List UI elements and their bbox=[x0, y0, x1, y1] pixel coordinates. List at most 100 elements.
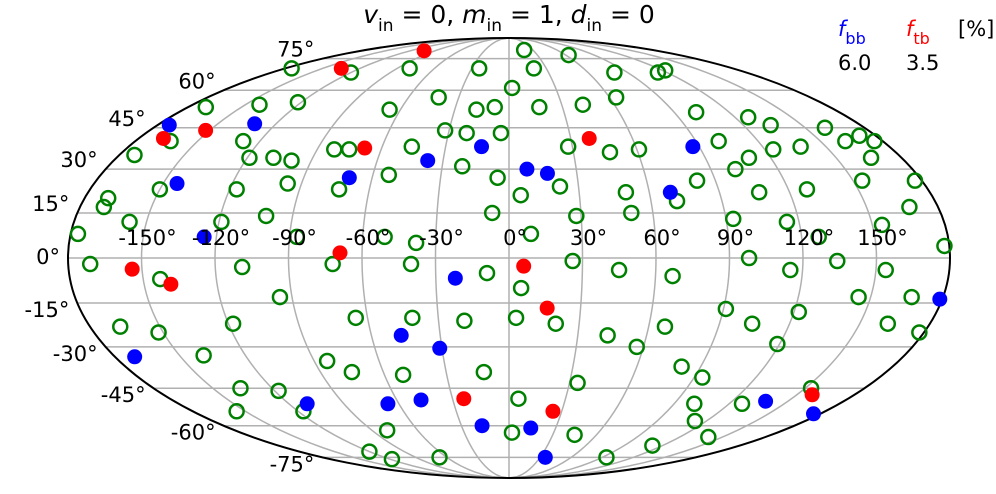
grid-line bbox=[287, 37, 510, 479]
data-point bbox=[700, 428, 717, 446]
y-tick-label: 15° bbox=[32, 192, 69, 216]
legend-name: f bbox=[906, 17, 917, 41]
data-point bbox=[810, 228, 827, 246]
data-point bbox=[566, 426, 583, 444]
data-point bbox=[456, 391, 472, 407]
data-point bbox=[474, 418, 490, 434]
data-point bbox=[161, 117, 177, 133]
grid-line bbox=[508, 37, 878, 479]
data-point bbox=[547, 315, 565, 332]
data-point bbox=[197, 98, 215, 116]
data-point bbox=[662, 184, 678, 200]
data-point bbox=[99, 189, 117, 207]
data-point bbox=[644, 437, 661, 454]
x-tick-label: -30° bbox=[419, 226, 464, 250]
data-point bbox=[232, 379, 249, 397]
data-point bbox=[519, 161, 535, 177]
data-point bbox=[523, 420, 539, 436]
grid-line bbox=[214, 37, 510, 479]
data-point bbox=[289, 93, 307, 111]
data-point bbox=[664, 267, 681, 285]
title-subscript: in bbox=[587, 16, 603, 36]
data-point bbox=[458, 124, 475, 142]
data-point bbox=[196, 229, 212, 245]
x-tick-label: -90° bbox=[272, 226, 317, 250]
data-point bbox=[333, 60, 349, 76]
data-point bbox=[539, 300, 555, 316]
data-point bbox=[279, 175, 296, 192]
data-point bbox=[829, 252, 846, 270]
y-tick-label: -30° bbox=[53, 342, 98, 366]
data-point bbox=[877, 261, 894, 279]
data-point bbox=[539, 165, 555, 181]
x-tick-label: 120° bbox=[784, 226, 835, 250]
data-point bbox=[606, 64, 623, 81]
data-point bbox=[792, 138, 809, 155]
data-point bbox=[486, 98, 503, 116]
data-point bbox=[81, 255, 99, 273]
data-point bbox=[936, 237, 953, 255]
data-point bbox=[656, 62, 674, 79]
grid-line bbox=[140, 37, 510, 479]
data-point bbox=[121, 213, 138, 231]
data-point bbox=[403, 138, 421, 155]
data-point bbox=[380, 166, 398, 184]
data-point bbox=[743, 315, 761, 332]
data-point bbox=[361, 443, 378, 460]
data-point bbox=[724, 210, 742, 228]
data-point bbox=[453, 158, 471, 175]
data-point bbox=[866, 132, 883, 150]
data-point bbox=[357, 140, 373, 156]
data-point bbox=[503, 424, 521, 441]
x-tick-label: 60° bbox=[643, 226, 680, 250]
data-point bbox=[740, 149, 758, 167]
legend-subscript: tb bbox=[913, 29, 929, 48]
data-point bbox=[531, 98, 548, 116]
x-tick-label: -120° bbox=[192, 226, 250, 250]
data-point bbox=[762, 116, 779, 134]
data-point bbox=[750, 184, 768, 201]
data-point bbox=[233, 258, 251, 276]
data-point bbox=[343, 363, 361, 381]
x-tick-label: 30° bbox=[570, 226, 607, 250]
data-point bbox=[416, 43, 432, 59]
data-point bbox=[404, 309, 421, 327]
data-point bbox=[694, 369, 711, 386]
legend-label: fbb bbox=[838, 17, 866, 48]
data-point bbox=[126, 146, 143, 164]
data-point bbox=[265, 149, 282, 167]
data-point bbox=[581, 130, 597, 146]
data-point bbox=[717, 300, 735, 318]
data-point bbox=[522, 225, 540, 243]
data-point bbox=[628, 338, 645, 356]
y-tick-label: -60° bbox=[171, 421, 216, 445]
y-tick-label: 60° bbox=[178, 69, 215, 93]
data-point bbox=[124, 261, 140, 277]
data-point bbox=[381, 101, 398, 118]
data-point bbox=[507, 309, 525, 327]
data-point bbox=[283, 152, 300, 169]
data-point bbox=[686, 412, 704, 430]
data-point bbox=[402, 255, 420, 273]
data-point bbox=[879, 315, 897, 332]
data-point bbox=[778, 213, 796, 231]
legend-value: 6.0 bbox=[838, 51, 871, 75]
data-point bbox=[853, 172, 871, 189]
x-tick-label: 90° bbox=[717, 226, 754, 250]
data-point bbox=[151, 181, 169, 198]
data-point bbox=[758, 393, 774, 409]
y-tick-label: 0° bbox=[36, 245, 60, 269]
data-point bbox=[782, 261, 799, 279]
data-point bbox=[516, 258, 532, 274]
data-point bbox=[127, 349, 143, 365]
data-point bbox=[816, 119, 834, 137]
data-point bbox=[228, 403, 245, 420]
data-point bbox=[686, 395, 703, 413]
data-point bbox=[474, 139, 490, 155]
data-point bbox=[515, 41, 533, 59]
y-tick-label: -75° bbox=[270, 452, 315, 476]
data-point bbox=[163, 276, 179, 292]
data-point bbox=[525, 60, 543, 77]
data-point bbox=[228, 181, 245, 198]
